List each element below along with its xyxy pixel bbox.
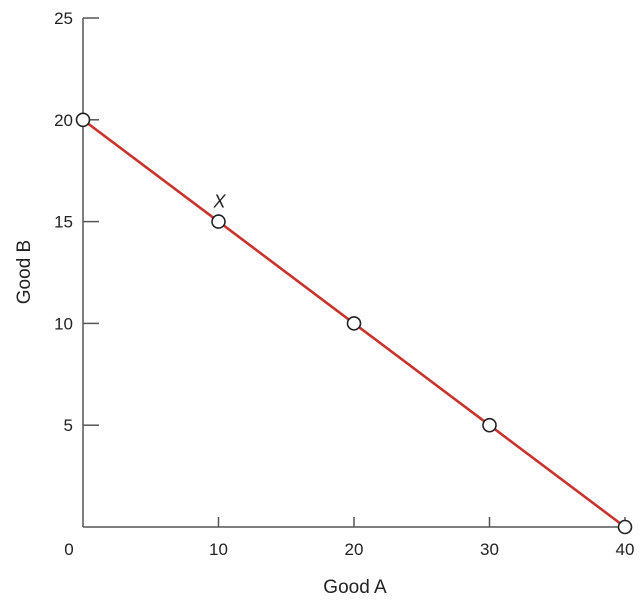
- x-tick-label: 40: [616, 540, 635, 559]
- data-point: [346, 316, 362, 331]
- y-tick-label: 5: [64, 416, 73, 435]
- x-tick-label: 0: [64, 540, 73, 559]
- y-tick-label: 20: [54, 111, 73, 130]
- y-axis-title: Good B: [14, 240, 35, 304]
- y-tick-label: 15: [54, 213, 73, 232]
- x-tick-label: 30: [480, 540, 499, 559]
- data-point: [482, 417, 497, 433]
- data-point: [617, 519, 633, 535]
- x-tick-label: 10: [209, 540, 228, 559]
- data-point: [75, 112, 91, 128]
- x-axis-title: Good A: [323, 577, 387, 598]
- x-tick-label: 20: [345, 540, 364, 559]
- y-tick-label: 25: [54, 9, 73, 28]
- point-annotation: X: [212, 192, 226, 212]
- data-point: [211, 214, 226, 229]
- y-tick-label: 10: [54, 314, 73, 333]
